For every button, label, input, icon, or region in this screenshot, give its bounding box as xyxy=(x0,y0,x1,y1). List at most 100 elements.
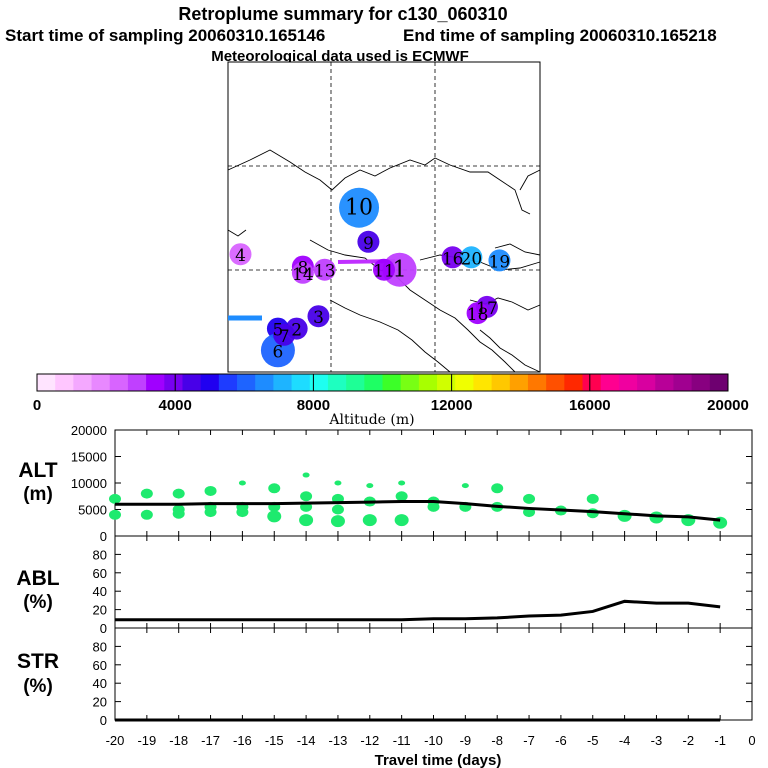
x-tick-label: -20 xyxy=(106,733,125,748)
plume-label: 19 xyxy=(489,252,511,272)
alt-cluster-point xyxy=(331,504,344,515)
colorbar-swatch xyxy=(382,374,402,391)
x-tick-label: -7 xyxy=(523,733,535,748)
plume-cluster xyxy=(339,187,380,228)
colorbar-swatch xyxy=(673,374,693,391)
abl-panel-label: ABL xyxy=(16,567,59,590)
alt-cluster-point xyxy=(302,472,310,478)
colorbar-swatch xyxy=(237,374,256,391)
plume-label: 4 xyxy=(235,246,246,266)
colorbar-swatch xyxy=(455,374,474,391)
colorbar-swatch xyxy=(273,374,293,391)
alt-cluster-point xyxy=(617,509,632,522)
plume-label: 6 xyxy=(273,342,284,362)
alt-cluster-point xyxy=(461,483,469,489)
x-tick-label: -19 xyxy=(137,733,156,748)
colorbar-swatch xyxy=(109,374,129,391)
plume-cluster xyxy=(460,246,483,269)
altitude-colorbar xyxy=(36,373,729,392)
alt-cluster-point xyxy=(586,493,599,504)
x-tick-label: -1 xyxy=(714,733,726,748)
x-tick-label: -6 xyxy=(555,733,567,748)
abl-y-tick-label: 60 xyxy=(93,566,107,581)
colorbar-swatch xyxy=(709,374,729,391)
colorbar-swatch xyxy=(582,374,602,391)
alt-cluster-point xyxy=(334,480,342,486)
x-tick-label: -13 xyxy=(329,733,348,748)
abl-panel-frame xyxy=(114,535,753,629)
colorbar-swatch xyxy=(291,374,311,391)
plume-label: 3 xyxy=(313,308,324,328)
abl-y-tick-label: 80 xyxy=(93,547,107,562)
colorbar-swatch xyxy=(37,374,56,391)
y-axis-ticks: 0 5000 10000 15000 20000 0 20 40 60 80 0 20 40 60 80 xyxy=(71,423,752,728)
plume-cluster xyxy=(488,249,511,272)
colorbar-swatch xyxy=(437,374,456,391)
x-axis-title: Travel time (days) xyxy=(375,752,502,768)
str-y-tick-label: 20 xyxy=(93,695,107,710)
alt-cluster-point xyxy=(300,491,313,502)
plume-label: 9 xyxy=(363,234,374,254)
plume-cluster xyxy=(357,230,380,253)
colorbar-swatch xyxy=(400,374,420,391)
alt-panel-label: ALT xyxy=(18,459,57,482)
colorbar-tick-label: 4000 xyxy=(159,397,192,414)
plume-label: 14 xyxy=(292,265,314,285)
x-tick-label: -16 xyxy=(233,733,252,748)
alt-cluster-point xyxy=(109,493,121,504)
alt-cluster-point xyxy=(109,509,121,520)
plume-label: 2 xyxy=(291,321,302,341)
x-tick-label: -5 xyxy=(587,733,599,748)
str-panel-frame xyxy=(114,627,753,721)
alt-cluster-point xyxy=(140,509,153,520)
colorbar-swatch xyxy=(218,374,238,391)
colorbar-label: Altitude (m) xyxy=(328,412,414,428)
plume-label: 18 xyxy=(467,305,489,325)
plume-label: 17 xyxy=(476,299,498,319)
alt-cluster-point xyxy=(267,510,282,523)
end-time-label: End time of sampling 20060310.165218 xyxy=(403,26,717,45)
colorbar-tick-label: 8000 xyxy=(297,397,330,414)
alt-cluster-point xyxy=(394,514,409,527)
chart-marks xyxy=(109,472,728,722)
colorbar-tick-label: 0 xyxy=(33,397,41,414)
alt-panel-unit: (m) xyxy=(23,484,53,505)
plume-cluster xyxy=(313,258,336,281)
colorbar-swatch xyxy=(418,374,438,391)
x-tick-label: -12 xyxy=(360,733,379,748)
x-tick-label: -8 xyxy=(491,733,503,748)
alt-mean-line xyxy=(115,500,721,522)
plume-label: 16 xyxy=(442,249,464,269)
alt-y-tick-label: 5000 xyxy=(78,503,107,518)
x-tick-label: -18 xyxy=(169,733,188,748)
alt-cluster-point xyxy=(268,483,281,494)
colorbar-swatch xyxy=(73,374,93,391)
colorbar-swatch xyxy=(564,374,584,391)
alt-cluster-point xyxy=(366,483,374,489)
alt-cluster-point xyxy=(523,493,536,504)
alt-cluster-point xyxy=(172,488,185,499)
alt-cluster-point xyxy=(395,491,408,502)
x-tick-label: -4 xyxy=(619,733,631,748)
plume-cluster xyxy=(273,323,296,346)
plume-cluster xyxy=(466,302,489,325)
plume-label: 20 xyxy=(461,249,483,269)
alt-cluster-point xyxy=(204,507,217,518)
str-y-tick-label: 0 xyxy=(100,713,107,728)
abl-panel-unit: (%) xyxy=(23,592,53,613)
alt-cluster-point xyxy=(491,483,504,494)
x-tick-label: -9 xyxy=(460,733,472,748)
colorbar-swatch xyxy=(127,374,147,391)
str-y-tick-label: 80 xyxy=(93,639,107,654)
alt-cluster-point xyxy=(204,485,217,496)
colorbar-swatch xyxy=(200,374,220,391)
alt-cluster-point xyxy=(172,508,185,519)
plume-label: 10 xyxy=(345,196,373,221)
colorbar-tick-label: 20000 xyxy=(707,397,749,414)
colorbar-swatch xyxy=(346,374,365,391)
figure-title: Retroplume summary for c130_060310 xyxy=(178,4,507,24)
colorbar-swatch xyxy=(527,374,547,391)
